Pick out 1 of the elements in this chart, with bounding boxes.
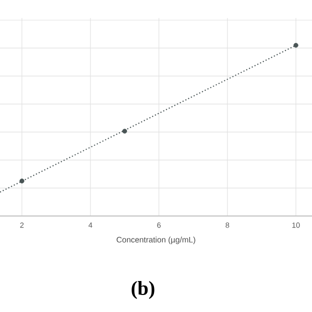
text: (b) <box>132 280 154 300</box>
